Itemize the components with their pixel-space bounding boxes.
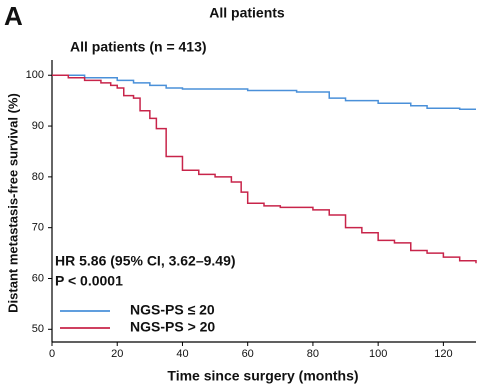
chart-subtitle: All patients (n = 413)	[70, 39, 207, 55]
x-axis-label: Time since surgery (months)	[167, 368, 358, 384]
y-tick-label: 60	[32, 272, 44, 284]
x-tick-label: 0	[49, 348, 55, 360]
legend-label: NGS-PS ≤ 20	[130, 302, 215, 318]
y-tick-label: 50	[32, 323, 44, 335]
annotation: P < 0.0001	[55, 273, 123, 289]
x-tick-label: 80	[307, 348, 319, 360]
x-tick-label: 120	[434, 348, 452, 360]
legend-label: NGS-PS > 20	[130, 319, 215, 335]
x-tick-label: 100	[369, 348, 387, 360]
x-tick-label: 20	[111, 348, 123, 360]
y-tick-label: 100	[26, 69, 44, 81]
x-tick-label: 60	[242, 348, 254, 360]
y-tick-label: 90	[32, 120, 44, 132]
y-tick-label: 70	[32, 222, 44, 234]
x-tick-label: 40	[176, 348, 188, 360]
panel-label: A	[4, 1, 23, 31]
survival-curve	[52, 74, 477, 264]
chart-title: All patients	[209, 5, 285, 21]
survival-curve	[52, 74, 476, 111]
annotation: HR 5.86 (95% CI, 3.62–9.49)	[55, 253, 236, 269]
y-axis-label: Distant metastasis-free survival (%)	[5, 93, 20, 313]
y-tick-label: 80	[32, 171, 44, 183]
